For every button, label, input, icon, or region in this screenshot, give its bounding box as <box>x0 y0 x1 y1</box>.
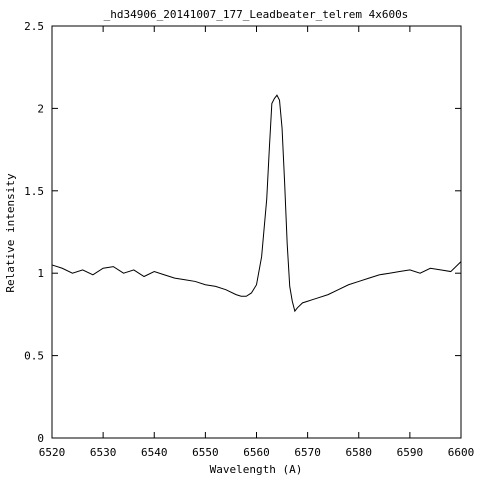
x-tick-label: 6600 <box>448 446 475 459</box>
x-tick-label: 6560 <box>243 446 270 459</box>
y-tick-label: 0.5 <box>24 350 44 363</box>
y-tick-label: 1 <box>37 267 44 280</box>
y-tick-label: 0 <box>37 432 44 445</box>
x-tick-label: 6550 <box>192 446 219 459</box>
series-group <box>51 94 462 313</box>
y-tick-label: 2 <box>37 102 44 115</box>
x-tick-label: 6580 <box>346 446 373 459</box>
x-tick-label: 6570 <box>294 446 321 459</box>
x-axis-label: Wavelength (A) <box>210 463 303 476</box>
x-tick-label: 6520 <box>39 446 66 459</box>
x-axis-ticks: 6520 6530 6540 6550 6560 6570 6580 6590 6600 <box>39 26 475 459</box>
y-tick-label: 1.5 <box>24 185 44 198</box>
x-tick-label: 6540 <box>141 446 168 459</box>
x-tick-label: 6530 <box>90 446 117 459</box>
spectrum-line <box>51 94 462 313</box>
chart-title: _hd34906_20141007_177_Leadbeater_telrem … <box>104 8 409 21</box>
y-axis-ticks: 0 0.5 1 1.5 2 2.5 <box>24 20 461 445</box>
y-axis-label: Relative intensity <box>4 173 17 293</box>
x-tick-label: 6590 <box>397 446 424 459</box>
y-tick-label: 2.5 <box>24 20 44 33</box>
